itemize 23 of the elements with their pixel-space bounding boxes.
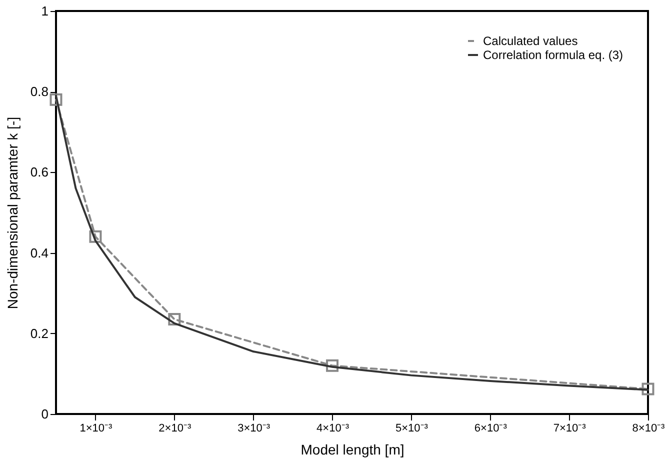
x-tick-label: 5×10⁻³	[395, 422, 428, 434]
y-tick-label: 0.4	[30, 245, 48, 260]
legend-label: Correlation formula eq. (3)	[483, 48, 624, 62]
y-tick-label: 0.8	[30, 84, 48, 100]
y-tick-label: 0	[41, 406, 48, 422]
x-tick-label: 6×10⁻³	[474, 422, 508, 434]
y-tick-label: 0.2	[30, 326, 48, 341]
y-tick-label: 1	[41, 4, 48, 18]
y-tick-label: 0.6	[30, 164, 48, 180]
point	[89, 230, 102, 243]
y-axis-title: Non-dimensional paramter k [-]	[4, 116, 20, 310]
x-tick-label: 7×10⁻³	[553, 422, 586, 434]
point	[642, 382, 654, 396]
x-tick-label: 1×10⁻³	[80, 422, 113, 434]
x-tick-label: 8×10⁻³	[632, 422, 666, 434]
point	[326, 359, 339, 372]
point	[168, 313, 181, 326]
point	[50, 93, 62, 106]
legend-label: Calculated values	[483, 34, 578, 48]
x-axis-title: Model length [m]	[300, 442, 404, 458]
x-tick-label: 2×10⁻³	[158, 422, 192, 434]
x-tick-label: 4×10⁻³	[316, 422, 350, 434]
x-tick-label: 3×10⁻³	[238, 422, 270, 434]
